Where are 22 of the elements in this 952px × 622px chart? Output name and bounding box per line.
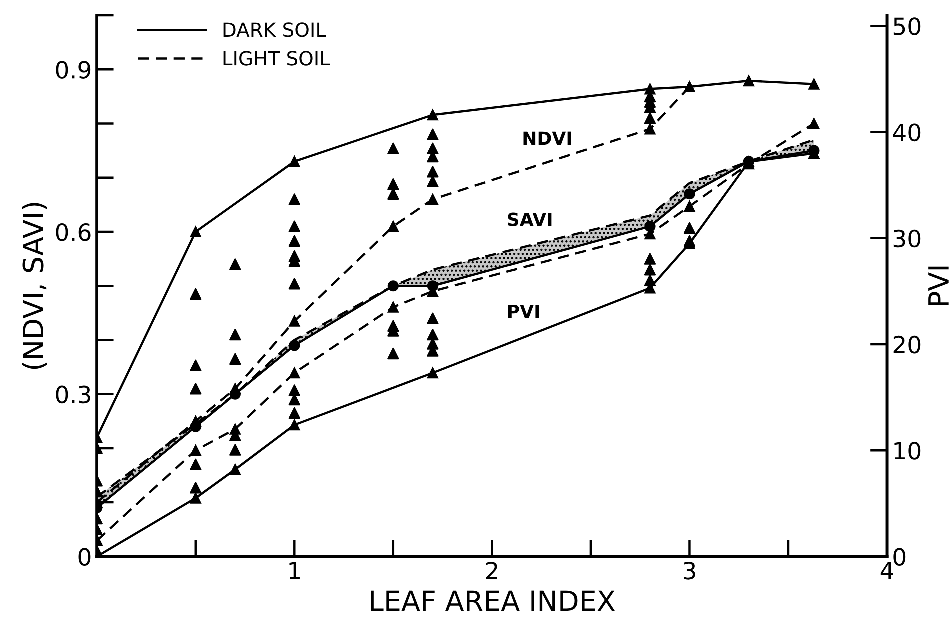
y2-tick-label: 40 — [893, 124, 921, 142]
y-tick-label: 0 — [78, 548, 91, 566]
x-tick-label: 2 — [486, 562, 498, 580]
y-axis-title: (NDVI, SAVI) — [22, 203, 48, 370]
legend-label: DARK SOIL — [224, 22, 326, 38]
x-tick-label: 1 — [290, 562, 300, 580]
y-tick-label: 0.6 — [56, 223, 91, 242]
annotation: NDVI — [524, 132, 572, 145]
annotation: PVI — [508, 304, 540, 318]
legend-label: LIGHT SOIL — [224, 51, 330, 66]
y2-tick-label: 30 — [894, 230, 921, 248]
y2-tick-label: 20 — [894, 336, 921, 354]
x-tick-label: 4 — [880, 562, 894, 580]
x-tick-label: 3 — [684, 562, 696, 580]
y2-tick-label: 0 — [894, 548, 906, 566]
y2-axis-title: PVI — [928, 266, 949, 306]
y2-tick-label: 50 — [894, 18, 921, 36]
x-axis-title: LEAF AREA INDEX — [371, 590, 616, 612]
y-tick-label: 0.9 — [56, 61, 91, 79]
y-tick-label: 0.3 — [56, 386, 90, 404]
y2-tick-label: 10 — [894, 442, 921, 460]
annotation: SAVI — [508, 212, 552, 226]
